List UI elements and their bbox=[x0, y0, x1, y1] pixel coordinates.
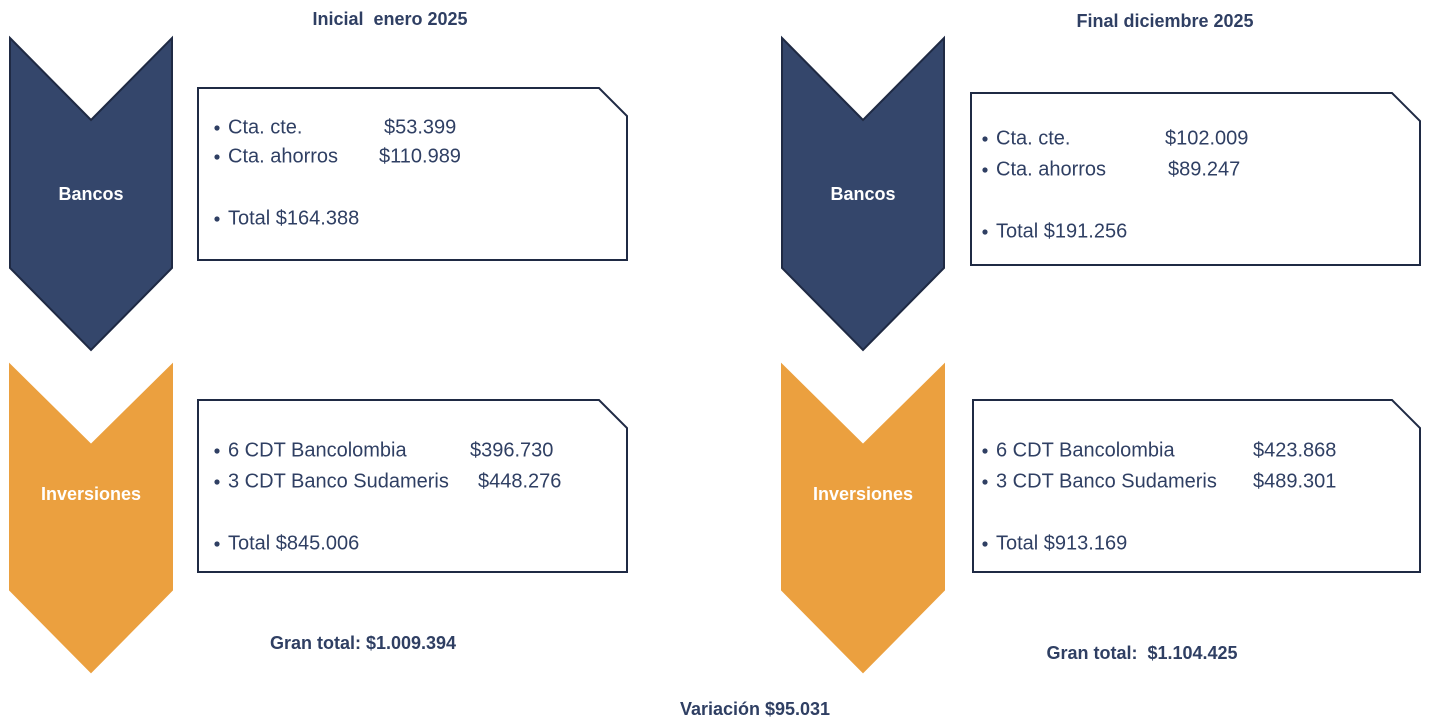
item-amount: $53.399 bbox=[384, 116, 456, 138]
chevron bbox=[9, 362, 173, 674]
item-name: 6 CDT Bancolombia bbox=[996, 439, 1175, 461]
item-name: 6 CDT Bancolombia bbox=[228, 439, 407, 461]
panel-title: Inicial enero 2025 bbox=[312, 9, 467, 29]
chevron-label: Bancos bbox=[830, 184, 895, 204]
bullet bbox=[214, 448, 220, 454]
item-amount: $423.868 bbox=[1253, 439, 1336, 461]
info-box bbox=[197, 87, 628, 261]
bullet bbox=[214, 216, 220, 222]
bullet bbox=[982, 136, 988, 142]
chevron bbox=[781, 362, 945, 674]
item-amount: $396.730 bbox=[470, 439, 553, 461]
item-amount: $102.009 bbox=[1165, 127, 1248, 149]
item-name: Cta. cte. bbox=[996, 127, 1070, 149]
item-name: Cta. ahorros bbox=[996, 158, 1106, 180]
chevron-label: Bancos bbox=[58, 184, 123, 204]
bullet bbox=[982, 167, 988, 173]
panel-title: Final diciembre 2025 bbox=[1076, 11, 1253, 31]
grand-total: Gran total: $1.104.425 bbox=[1046, 643, 1237, 663]
chevron bbox=[781, 35, 945, 352]
section-total: Total $191.256 bbox=[996, 220, 1127, 242]
bullet bbox=[982, 448, 988, 454]
item-amount: $448.276 bbox=[478, 470, 561, 492]
item-name: 3 CDT Banco Sudameris bbox=[996, 470, 1217, 492]
item-amount: $110.989 bbox=[379, 145, 461, 167]
grand-total: Gran total: $1.009.394 bbox=[270, 633, 456, 653]
section-total: Total $845.006 bbox=[228, 532, 359, 554]
chevron-label: Inversiones bbox=[41, 484, 141, 504]
item-name: Cta. ahorros bbox=[228, 145, 338, 167]
bullet bbox=[214, 154, 220, 160]
item-amount: $489.301 bbox=[1253, 470, 1336, 492]
item-name: Cta. cte. bbox=[228, 116, 302, 138]
section-total: Total $913.169 bbox=[996, 532, 1127, 554]
chevron bbox=[9, 35, 173, 352]
chevron-label: Inversiones bbox=[813, 484, 913, 504]
section-total: Total $164.388 bbox=[228, 207, 359, 229]
bullet bbox=[982, 541, 988, 547]
item-name: 3 CDT Banco Sudameris bbox=[228, 470, 449, 492]
info-box bbox=[197, 399, 628, 573]
bullet bbox=[982, 229, 988, 235]
bullet bbox=[982, 479, 988, 485]
bullet bbox=[214, 125, 220, 131]
variation: Variación $95.031 bbox=[680, 699, 830, 719]
info-box bbox=[970, 92, 1421, 266]
info-box bbox=[972, 399, 1421, 573]
bullet bbox=[214, 479, 220, 485]
bullet bbox=[214, 541, 220, 547]
item-amount: $89.247 bbox=[1168, 158, 1240, 180]
